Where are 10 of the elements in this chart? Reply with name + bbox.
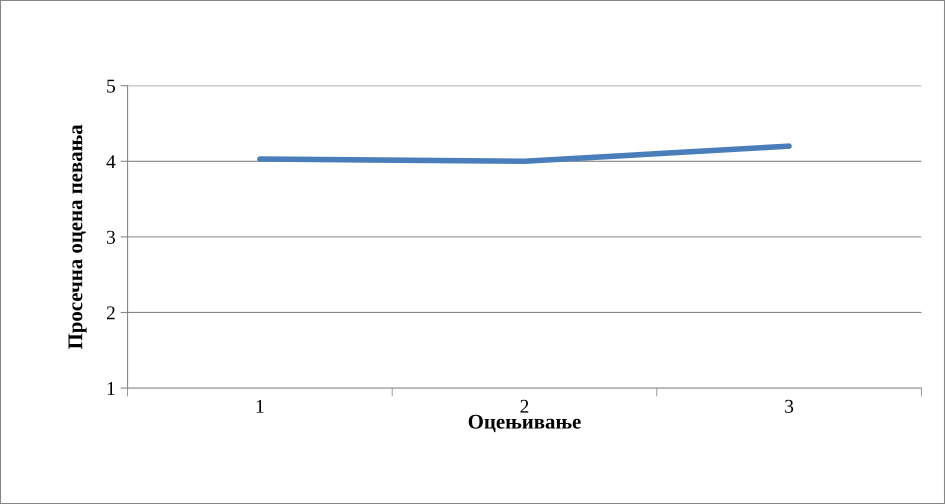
x-tick-label: 3 (785, 400, 794, 413)
y-tick-label: 5 (107, 80, 116, 93)
x-axis-title: Оцењивање (468, 414, 581, 432)
y-axis-title: Просечна оцена певања (68, 124, 87, 349)
x-tick-label: 2 (520, 400, 528, 413)
y-tick-label: 1 (108, 382, 115, 395)
x-tick-label: 1 (256, 400, 264, 413)
y-tick-label: 3 (106, 230, 116, 244)
y-tick-label: 4 (106, 155, 116, 168)
y-tick-label: 2 (106, 306, 115, 320)
